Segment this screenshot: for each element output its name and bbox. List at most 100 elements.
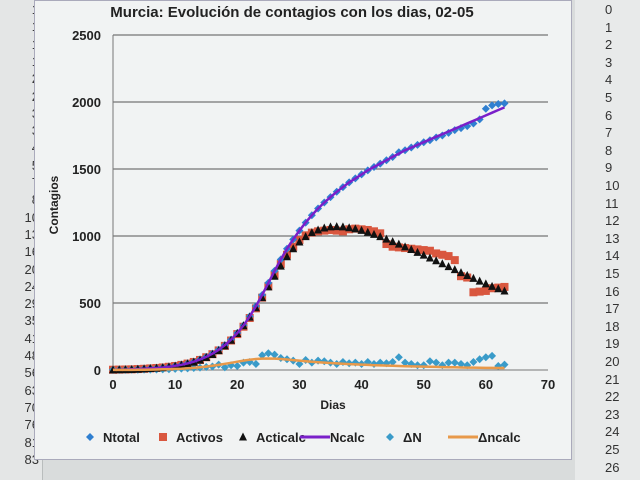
- x-tick-label: 70: [541, 377, 555, 392]
- data-point-n: [425, 357, 434, 366]
- y-tick-label: 2000: [72, 95, 101, 110]
- data-point-acticalc: [351, 224, 360, 233]
- legend-swatch: [386, 433, 394, 441]
- legend-label: Ncalc: [330, 430, 365, 445]
- data-point-acticalc: [463, 271, 472, 280]
- data-point-acticalc: [457, 268, 465, 277]
- data-point-n: [500, 360, 509, 369]
- data-point-activos: [481, 286, 490, 295]
- data-point-activos: [432, 249, 441, 258]
- data-point-n: [444, 358, 453, 367]
- data-point-n: [394, 353, 403, 362]
- data-point-acticalc: [388, 237, 397, 246]
- data-point-acticalc: [357, 225, 366, 234]
- data-point-acticalc: [401, 242, 410, 251]
- data-point-acticalc: [283, 252, 291, 261]
- cell-value: 20: [605, 354, 620, 369]
- legend-label: Ntotal: [103, 430, 140, 445]
- data-point-ntotal: [481, 104, 490, 113]
- data-point-acticalc: [338, 222, 347, 231]
- data-point-n: [270, 350, 279, 359]
- cell-value: 3: [605, 54, 613, 70]
- data-point-acticalc: [363, 227, 372, 236]
- data-point-acticalc: [394, 239, 403, 248]
- data-point-activos: [425, 246, 434, 255]
- x-tick-label: 50: [416, 377, 430, 392]
- data-point-n: [475, 355, 484, 364]
- cell-value: 7: [605, 125, 613, 141]
- legend-swatch: [159, 433, 167, 441]
- cell-value: 11: [605, 195, 619, 211]
- x-tick-label: 40: [354, 377, 368, 392]
- cell-value: 0: [605, 2, 613, 17]
- data-point-acticalc: [376, 232, 385, 241]
- data-point-n: [457, 359, 465, 368]
- data-point-acticalc: [469, 273, 478, 282]
- x-axis-label: Dias: [320, 398, 346, 412]
- data-point-acticalc: [494, 284, 503, 293]
- cell-value: 22: [605, 389, 620, 405]
- data-point-activos: [332, 226, 341, 235]
- cell-value: 1: [605, 19, 613, 35]
- legend-label: Acticalc: [256, 430, 306, 445]
- cell-value: 4: [605, 72, 613, 88]
- x-tick-label: 20: [230, 377, 244, 392]
- data-point-acticalc: [289, 244, 298, 253]
- data-point-activos: [388, 242, 397, 251]
- data-point-activos: [475, 287, 484, 296]
- data-point-ntotal: [488, 101, 497, 110]
- cell-value: 21: [605, 371, 620, 387]
- data-point-ntotal: [500, 99, 509, 108]
- legend-label: ΔN: [403, 430, 422, 445]
- cell-value: 23: [605, 406, 620, 422]
- series-line-ncalc: [112, 106, 505, 371]
- cell-value: 2: [605, 37, 613, 53]
- cell-value: 24: [605, 424, 620, 440]
- x-tick-label: 10: [168, 377, 182, 392]
- data-point-ntotal: [457, 124, 465, 133]
- data-point-activos: [419, 246, 428, 255]
- data-point-activos: [338, 227, 347, 236]
- data-point-n: [488, 351, 497, 360]
- cell-value: 19: [605, 336, 620, 352]
- data-point-acticalc: [407, 245, 416, 254]
- data-point-n: [233, 361, 242, 370]
- series-line-ncalc: [113, 357, 505, 372]
- data-point-activos: [457, 272, 465, 281]
- data-point-acticalc: [488, 281, 497, 290]
- data-point-n: [481, 353, 490, 362]
- data-point-acticalc: [332, 222, 341, 231]
- data-point-acticalc: [370, 229, 378, 238]
- legend-label: Δncalc: [478, 430, 521, 445]
- cell-value: 15: [605, 266, 620, 281]
- legend-label: Activos: [176, 430, 223, 445]
- cell-value: 9: [605, 160, 613, 176]
- data-point-n: [258, 351, 267, 360]
- data-point-acticalc: [432, 256, 441, 265]
- data-point-acticalc: [345, 223, 354, 232]
- cell-value: 16: [605, 283, 620, 299]
- cell-value: 14: [605, 248, 620, 264]
- data-point-n: [388, 357, 397, 366]
- data-point-acticalc: [382, 234, 391, 243]
- chart-area[interactable]: [34, 0, 572, 460]
- legend-swatch: [239, 432, 247, 441]
- y-tick-label: 500: [79, 296, 101, 311]
- data-point-activos: [382, 240, 391, 249]
- data-point-n: [432, 358, 441, 367]
- data-point-acticalc: [295, 237, 304, 246]
- data-point-acticalc: [500, 286, 509, 295]
- chart-title: Murcia: Evolución de contagios con los d…: [110, 4, 473, 21]
- cell-value: 5: [605, 90, 613, 105]
- cell-value: 18: [605, 318, 620, 334]
- data-point-acticalc: [419, 250, 428, 259]
- spreadsheet-column-values: 0 1 2 3 4 5 6 7 8 9 10 11 12 13 14 15 16 17 18 19 20 21 22 23 24…: [575, 0, 640, 480]
- cell-value: 13: [605, 230, 620, 246]
- cell-value: 12: [605, 213, 620, 229]
- data-point-acticalc: [413, 247, 422, 256]
- data-point-activos: [450, 256, 459, 265]
- data-point-acticalc: [450, 265, 459, 274]
- data-point-n: [450, 358, 459, 367]
- data-point-acticalc: [301, 232, 310, 241]
- data-point-acticalc: [270, 271, 279, 280]
